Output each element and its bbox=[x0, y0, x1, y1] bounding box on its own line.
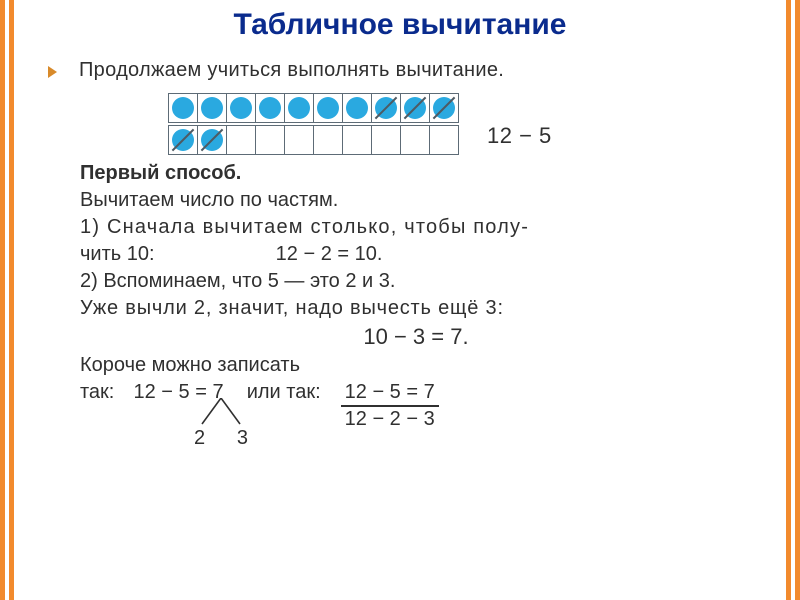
method-title: Первый способ. bbox=[80, 161, 752, 186]
final-line: так: 12 − 5 = 7 или так: 2 3 bbox=[80, 380, 752, 432]
slide: Табличное вычитание Продолжаем учиться в… bbox=[0, 0, 800, 600]
step1-b: чить 10: 12 − 2 = 10. bbox=[80, 242, 752, 267]
decomp-lines-icon bbox=[196, 398, 246, 428]
dot-icon bbox=[346, 97, 368, 119]
dots-rows bbox=[168, 93, 459, 155]
dot-cell bbox=[400, 93, 430, 123]
decomposition: 2 3 bbox=[196, 398, 246, 428]
dot-cell bbox=[197, 125, 227, 155]
dot-cell bbox=[371, 93, 401, 123]
border-right bbox=[780, 0, 800, 600]
short-b-prefix: так: bbox=[80, 381, 114, 403]
dot-cell bbox=[342, 93, 372, 123]
dot-cell bbox=[168, 93, 198, 123]
dot-cell bbox=[429, 93, 459, 123]
dot-icon bbox=[201, 97, 223, 119]
dot-cell bbox=[371, 125, 401, 155]
dot-icon bbox=[288, 97, 310, 119]
dot-cell bbox=[168, 125, 198, 155]
short-left: так: 12 − 5 = 7 или так: 2 3 bbox=[80, 380, 321, 405]
content: Продолжаем учиться выполнять вычитание. … bbox=[48, 58, 752, 590]
step2-eq: 10 − 3 = 7. bbox=[80, 323, 752, 351]
dot-cell bbox=[429, 125, 459, 155]
border-left bbox=[0, 0, 20, 600]
short-a: Короче можно записать bbox=[80, 353, 752, 378]
dot-cell bbox=[284, 125, 314, 155]
dot-cell bbox=[342, 125, 372, 155]
dot-cell bbox=[313, 125, 343, 155]
intro-text: Продолжаем учиться выполнять вычитание. bbox=[79, 58, 504, 83]
step1-eq: 12 − 2 = 10. bbox=[276, 243, 383, 265]
step1-b-prefix: чить 10: bbox=[80, 243, 155, 265]
dots-block: 12 − 5 bbox=[168, 93, 752, 155]
method-sub: Вычитаем число по частям. bbox=[80, 188, 752, 213]
step1-a: 1) Сначала вычитаем столько, чтобы полу- bbox=[80, 215, 752, 240]
fraction-notation: 12 − 5 = 7 12 − 2 − 3 bbox=[341, 380, 439, 432]
dot-cell bbox=[226, 125, 256, 155]
dot-icon bbox=[230, 97, 252, 119]
intro-row: Продолжаем учиться выполнять вычитание. bbox=[48, 58, 752, 83]
short-or: или так: bbox=[247, 381, 321, 403]
dot-icon bbox=[172, 97, 194, 119]
dots-row-1 bbox=[168, 93, 459, 123]
decomp-right: 3 bbox=[237, 426, 248, 451]
dot-cell bbox=[255, 125, 285, 155]
dot-cell bbox=[255, 93, 285, 123]
dot-cell bbox=[197, 93, 227, 123]
dot-icon bbox=[317, 97, 339, 119]
decomp-left: 2 bbox=[194, 426, 205, 451]
dot-icon bbox=[259, 97, 281, 119]
problem-expression: 12 − 5 bbox=[487, 122, 552, 150]
bullet-icon bbox=[48, 66, 57, 78]
step2-a: 2) Вспоминаем, что 5 — это 2 и 3. bbox=[80, 269, 752, 294]
frac-top: 12 − 5 = 7 bbox=[341, 380, 439, 407]
dot-cell bbox=[400, 125, 430, 155]
page-title: Табличное вычитание bbox=[0, 8, 800, 42]
dot-cell bbox=[226, 93, 256, 123]
dot-cell bbox=[313, 93, 343, 123]
dots-row-2 bbox=[168, 125, 459, 155]
frac-bot: 12 − 2 − 3 bbox=[341, 407, 439, 432]
dot-cell bbox=[284, 93, 314, 123]
body-text: Первый способ. Вычитаем число по частям.… bbox=[80, 161, 752, 432]
step2-b: Уже вычли 2, значит, надо вычесть ещё 3: bbox=[80, 296, 752, 321]
